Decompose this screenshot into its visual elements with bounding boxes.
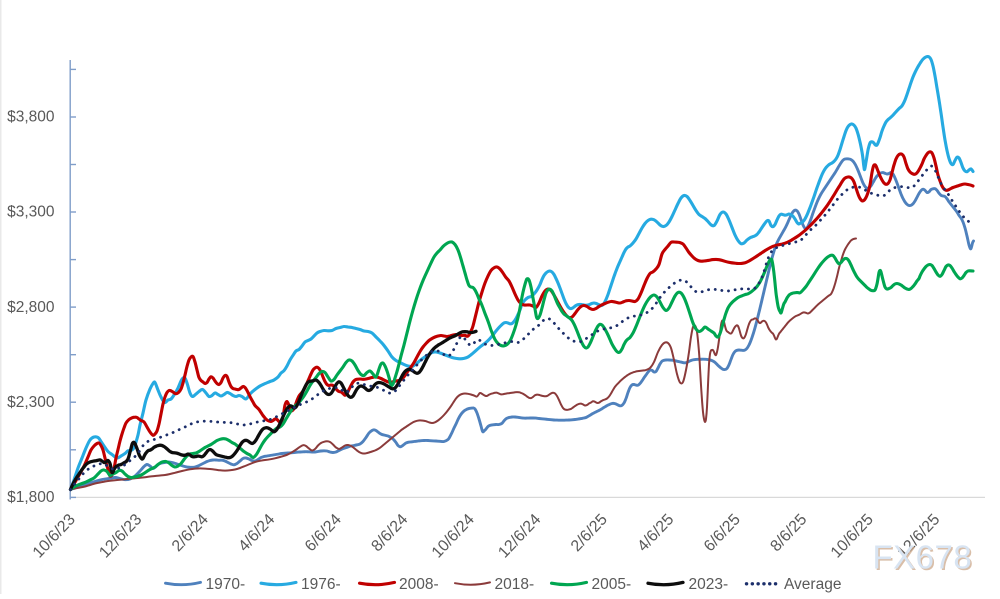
svg-text:1970-: 1970-	[206, 576, 246, 593]
svg-text:2008-: 2008-	[399, 576, 439, 593]
svg-text:2005-: 2005-	[592, 576, 632, 593]
svg-text:1976-: 1976-	[301, 576, 341, 593]
svg-text:$3,800: $3,800	[7, 108, 55, 125]
svg-text:Average: Average	[784, 576, 841, 593]
svg-text:FX678: FX678	[873, 539, 973, 576]
svg-text:$3,300: $3,300	[7, 204, 55, 221]
svg-text:$2,800: $2,800	[7, 299, 55, 316]
svg-text:2018-: 2018-	[495, 576, 535, 593]
svg-text:$1,800: $1,800	[7, 489, 55, 506]
svg-text:2023-: 2023-	[689, 576, 729, 593]
svg-text:$2,300: $2,300	[7, 394, 55, 411]
svg-text:FX678: FX678	[874, 540, 974, 577]
